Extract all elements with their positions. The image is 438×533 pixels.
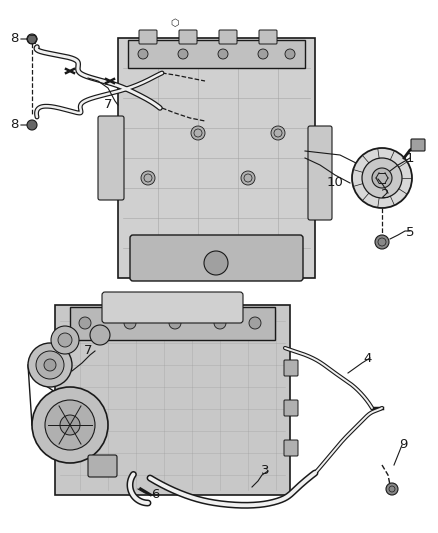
Circle shape (258, 49, 268, 59)
Circle shape (271, 126, 285, 140)
Circle shape (79, 317, 91, 329)
FancyBboxPatch shape (411, 139, 425, 151)
Circle shape (169, 317, 181, 329)
FancyBboxPatch shape (219, 30, 237, 44)
FancyBboxPatch shape (284, 440, 298, 456)
Circle shape (241, 171, 255, 185)
Circle shape (178, 49, 188, 59)
Circle shape (204, 251, 228, 275)
Circle shape (124, 317, 136, 329)
Circle shape (36, 351, 64, 379)
Text: 6: 6 (151, 489, 159, 502)
Text: 3: 3 (261, 464, 269, 478)
FancyBboxPatch shape (259, 30, 277, 44)
Text: 8: 8 (10, 118, 18, 132)
FancyBboxPatch shape (130, 235, 303, 281)
Circle shape (32, 387, 108, 463)
Text: 10: 10 (327, 176, 343, 190)
Text: 1: 1 (406, 151, 414, 165)
Text: 2: 2 (381, 189, 389, 201)
Circle shape (27, 34, 37, 44)
Bar (70, 307, 275, 340)
Circle shape (352, 148, 412, 208)
Text: ⬡: ⬡ (171, 18, 179, 28)
Text: 5: 5 (406, 227, 414, 239)
FancyBboxPatch shape (139, 30, 157, 44)
Circle shape (386, 483, 398, 495)
Circle shape (138, 49, 148, 59)
FancyBboxPatch shape (55, 305, 290, 495)
FancyBboxPatch shape (308, 126, 332, 220)
Circle shape (51, 326, 79, 354)
FancyBboxPatch shape (284, 400, 298, 416)
FancyBboxPatch shape (98, 116, 124, 200)
Circle shape (90, 325, 110, 345)
Circle shape (141, 171, 155, 185)
Circle shape (58, 333, 72, 347)
Circle shape (27, 120, 37, 130)
Circle shape (362, 158, 402, 198)
Text: 4: 4 (364, 351, 372, 365)
Circle shape (218, 49, 228, 59)
Circle shape (285, 49, 295, 59)
Text: 7: 7 (104, 99, 112, 111)
FancyBboxPatch shape (118, 38, 315, 278)
Circle shape (45, 400, 95, 450)
FancyBboxPatch shape (179, 30, 197, 44)
Circle shape (372, 168, 392, 188)
Circle shape (214, 317, 226, 329)
FancyBboxPatch shape (88, 455, 117, 477)
Text: 7: 7 (84, 344, 92, 358)
FancyBboxPatch shape (102, 292, 243, 323)
Bar (128, 40, 305, 68)
Circle shape (191, 126, 205, 140)
Circle shape (44, 359, 56, 371)
Circle shape (60, 415, 80, 435)
Circle shape (375, 235, 389, 249)
Text: 9: 9 (399, 439, 407, 451)
Circle shape (28, 343, 72, 387)
FancyBboxPatch shape (284, 360, 298, 376)
Circle shape (249, 317, 261, 329)
Text: 8: 8 (10, 33, 18, 45)
